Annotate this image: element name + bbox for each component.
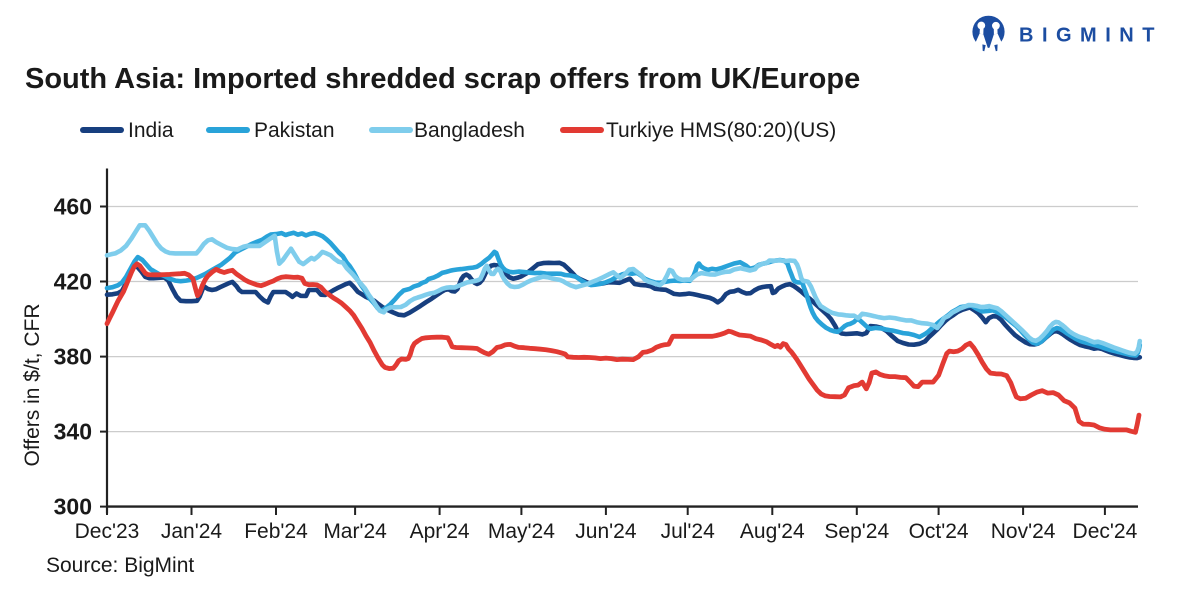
svg-text:460: 460 (54, 194, 92, 220)
svg-text:300: 300 (54, 494, 92, 520)
svg-text:Oct'24: Oct'24 (909, 520, 969, 543)
svg-text:BIGMINT: BIGMINT (1019, 25, 1163, 47)
svg-text:Jul'24: Jul'24 (661, 520, 716, 543)
svg-text:Apr'24: Apr'24 (410, 520, 470, 543)
svg-text:Sep'24: Sep'24 (824, 520, 889, 543)
svg-text:Offers in $/t, CFR: Offers in $/t, CFR (21, 304, 44, 467)
svg-text:May'24: May'24 (488, 520, 555, 543)
svg-text:420: 420 (54, 269, 92, 295)
svg-text:380: 380 (54, 344, 92, 370)
svg-text:Nov'24: Nov'24 (991, 520, 1056, 543)
svg-text:Aug'24: Aug'24 (740, 520, 805, 543)
svg-text:Jun'24: Jun'24 (575, 520, 637, 543)
svg-text:Dec'24: Dec'24 (1073, 520, 1138, 543)
svg-text:340: 340 (54, 419, 92, 445)
svg-text:Dec'23: Dec'23 (75, 520, 140, 543)
svg-text:Feb'24: Feb'24 (244, 520, 308, 543)
svg-text:Source: BigMint: Source: BigMint (46, 554, 194, 577)
svg-text:Jan'24: Jan'24 (161, 520, 223, 543)
svg-text:Mar'24: Mar'24 (323, 520, 387, 543)
